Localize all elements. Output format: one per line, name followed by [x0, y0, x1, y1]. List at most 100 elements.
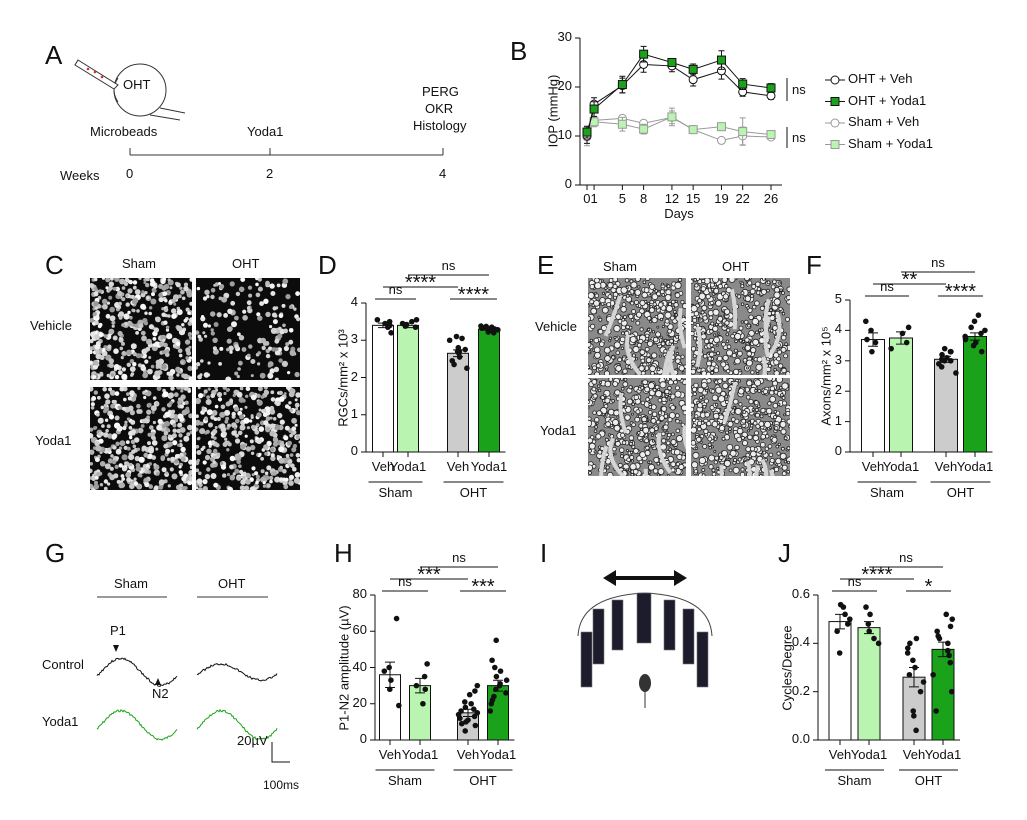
j-data-point [947, 623, 954, 630]
j-data-point [930, 671, 936, 678]
h-group-label: Sham [388, 773, 422, 788]
b-x-tick-label: 5 [618, 191, 626, 206]
j-bar-0 [828, 621, 852, 741]
p1-label: P1 [110, 623, 126, 638]
legend-marker [830, 75, 840, 85]
d-data-point [374, 316, 381, 323]
b-x-tick-label: 01 [583, 191, 598, 206]
f-data-point [978, 330, 984, 337]
d-error-bar [403, 322, 413, 329]
h-data-point [471, 706, 477, 712]
data-point [716, 122, 726, 132]
f-data-point [948, 348, 954, 355]
h-x-tick-label: Yoda1 [401, 747, 439, 762]
d-y-tick-label: 4 [350, 294, 358, 309]
h-data-point [466, 691, 473, 698]
micrograph-axon-oht-vehicle [691, 278, 790, 375]
f-data-point [978, 348, 985, 355]
d-y-axis-label: RGCs/mm² x 10³ [335, 328, 351, 427]
c-row-vehicle: Vehicle [30, 318, 72, 333]
d-data-point [388, 330, 394, 336]
panel-label-d: D [318, 250, 337, 280]
eye-label: OHT [123, 77, 151, 92]
f-data-point [975, 312, 982, 319]
d-y-tick-label: 2 [350, 368, 358, 384]
data-point [617, 119, 627, 129]
legend-marker [830, 118, 840, 128]
grating-stripe [611, 599, 624, 651]
panel-label-h: H [334, 538, 353, 568]
j-x-tick-label: Veh [828, 747, 852, 762]
n2-arrowhead-icon [155, 678, 161, 685]
b-x-tick-label: 8 [639, 191, 648, 206]
panel-label-e: E [537, 250, 555, 280]
micrograph-axon-sham-vehicle [588, 278, 686, 375]
data-point [617, 80, 627, 90]
trace-oht-control [196, 663, 278, 682]
h-data-point [424, 661, 430, 667]
e-col-sham: Sham [603, 259, 637, 274]
f-data-point [982, 327, 988, 334]
j-x-tick-label: Yoda1 [850, 747, 888, 762]
h-data-point [491, 664, 498, 671]
micrograph-texture [691, 278, 790, 375]
micrograph-texture [90, 387, 192, 490]
mouse-icon [639, 674, 651, 692]
data-point [667, 112, 677, 122]
j-data-point [934, 628, 940, 635]
d-significance-label: **** [457, 284, 490, 306]
j-data-point [837, 601, 844, 608]
j-data-point [863, 604, 869, 610]
j-significance-label: ns [847, 574, 862, 589]
data-point [766, 83, 776, 93]
d-data-point [459, 335, 465, 342]
b-y-tick-label: 30 [557, 29, 572, 44]
j-y-tick-label: 0.4 [791, 634, 810, 650]
h-y-tick-label: 80 [352, 586, 367, 601]
h-data-point [487, 708, 494, 714]
j-data-point [949, 616, 956, 622]
d-bar-3 [478, 328, 500, 453]
f-data-point [864, 336, 870, 343]
micrograph-texture [588, 378, 686, 476]
b-y-tick-label: 20 [557, 78, 572, 93]
d-data-point [412, 324, 419, 331]
f-data-point [905, 324, 912, 331]
f-y-tick-label: 5 [834, 291, 842, 306]
n2-label: N2 [152, 686, 169, 701]
d-data-point [446, 337, 453, 344]
j-group-label: Sham [837, 773, 872, 788]
j-y-axis-label: Cycles/Degree [779, 624, 795, 711]
j-data-point [865, 621, 872, 627]
j-data-point [945, 647, 951, 654]
j-x-tick-label: Yoda1 [924, 747, 962, 762]
f-data-point [863, 318, 869, 325]
legend-label: OHT + Veh [848, 71, 913, 86]
g-row-yoda1: Yoda1 [42, 714, 79, 729]
d-x-tick-label: Yoda1 [470, 459, 508, 474]
d-data-point [488, 324, 495, 331]
f-significance-label: **** [944, 281, 977, 303]
h-data-point [493, 637, 499, 644]
micrograph-axon-oht-yoda1 [691, 378, 790, 476]
trace-sham-yoda1 [96, 709, 178, 741]
d-data-point [386, 318, 393, 325]
j-data-point [842, 611, 848, 618]
micrograph-axon-sham-yoda1 [588, 378, 686, 476]
b-x-tick-label: 22 [735, 191, 750, 206]
f-error-bar [896, 331, 906, 345]
e-row-vehicle: Vehicle [535, 319, 577, 334]
d-bar-1 [397, 324, 419, 453]
h-error-bar [415, 677, 425, 694]
f-error-bar [868, 332, 878, 347]
h-data-point [381, 668, 388, 674]
f-data-point [872, 339, 879, 346]
f-data-point [953, 370, 959, 376]
j-data-point [847, 616, 853, 622]
arrow-right-icon [674, 570, 687, 586]
data-point [589, 104, 599, 114]
f-x-tick-label: Yoda1 [956, 459, 994, 474]
d-significance-label: **** [404, 272, 437, 294]
